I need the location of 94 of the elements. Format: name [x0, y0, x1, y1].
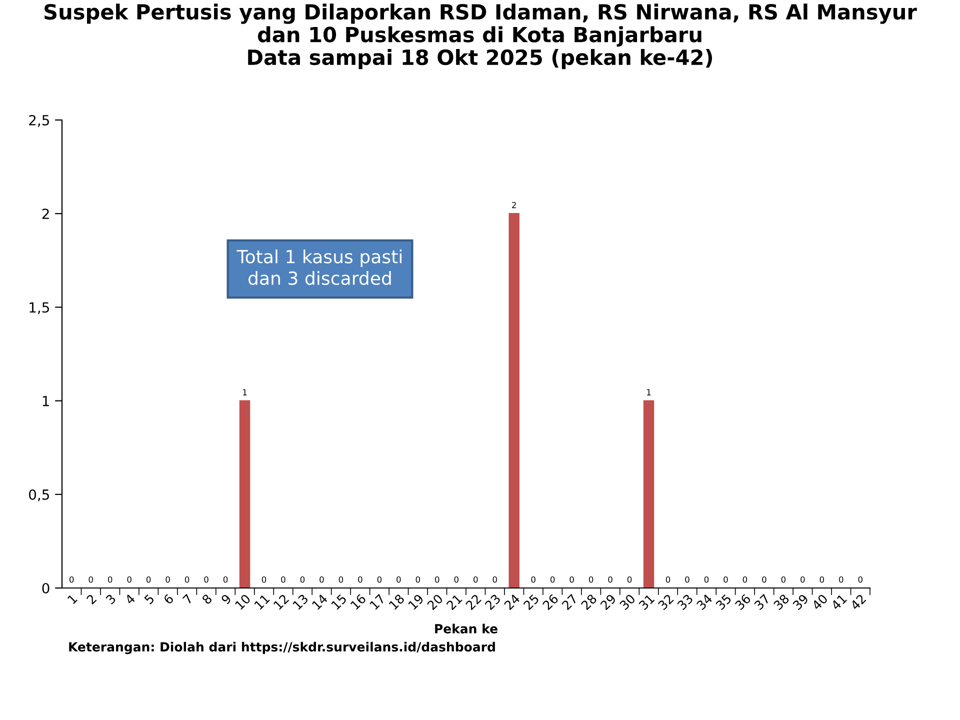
x-tick-label: 9 — [220, 594, 232, 605]
x-tick-label: 17 — [369, 594, 386, 610]
data-label: 1 — [243, 389, 247, 396]
data-label: 0 — [300, 576, 305, 583]
y-tick-label: 2 — [42, 208, 49, 219]
y-tick-label: 0 — [42, 582, 50, 594]
x-tick-label: 27 — [561, 594, 578, 610]
data-label: 0 — [474, 576, 478, 583]
data-label: 0 — [166, 576, 170, 583]
data-label: 0 — [454, 576, 458, 583]
x-tick-label: 32 — [658, 594, 674, 610]
data-label: 0 — [127, 576, 132, 583]
x-tick-label: 23 — [484, 594, 501, 610]
x-tick-label: 10 — [234, 594, 252, 610]
data-label: 0 — [88, 576, 93, 583]
text: Keterangan: Diolah dari https://skdr.surveilans.id/dashboard — [69, 642, 495, 654]
data-label: 0 — [70, 576, 74, 583]
data-label: 0 — [781, 576, 786, 583]
x-tick-label: 39 — [792, 594, 809, 610]
x-tick-label: 25 — [522, 594, 540, 610]
data-label: 0 — [492, 576, 497, 583]
x-tick-label: 3 — [105, 594, 116, 605]
x-tick-label: 42 — [850, 594, 866, 610]
data-label: 0 — [704, 576, 709, 583]
x-tick-label: 6 — [162, 594, 174, 605]
data-label: 0 — [800, 576, 805, 583]
x-tick-label: 22 — [465, 594, 482, 610]
data-label: 0 — [435, 576, 440, 583]
data-label: 0 — [685, 576, 690, 583]
data-label: 0 — [588, 576, 594, 583]
x-tick-label: 26 — [542, 594, 559, 610]
x-tick-label: 28 — [580, 594, 598, 610]
y-tick-label: 0,5 — [29, 489, 49, 502]
x-tick-label: 11 — [254, 594, 270, 610]
x-tick-label: 20 — [426, 594, 444, 610]
data-label: 0 — [338, 576, 344, 583]
x-tick-label: 30 — [619, 594, 636, 610]
data-label: 1 — [647, 389, 651, 396]
x-tick-label: 16 — [350, 594, 366, 610]
data-label: 0 — [358, 576, 362, 583]
x-tick-label: 24 — [504, 594, 520, 610]
x-tick-label: 36 — [734, 594, 752, 610]
x-tick-label: 29 — [600, 594, 617, 610]
chart-title: Suspek Pertusis yang Dilaporkan RSD Idaman, RS Nirwana, RS Al Mansyur dan 10 Puskesmas di Kota Banjarbaru Data sampai 18 Okt 2025 (pekan ke-42) — [44, 4, 917, 70]
y-tick-label: 2,5 — [29, 114, 49, 127]
x-tick-label: 40 — [811, 594, 828, 611]
data-label: 0 — [820, 576, 824, 583]
x-tick-label: 14 — [312, 594, 328, 610]
x-tick-label: 37 — [754, 594, 770, 610]
x-tick-label: 19 — [408, 594, 424, 610]
x-tick-label: 12 — [273, 594, 290, 610]
x-tick-label: 8 — [201, 594, 213, 605]
x-tick-label: 38 — [773, 594, 790, 610]
data-label: 0 — [262, 576, 266, 583]
x-tick-label: 35 — [715, 594, 732, 610]
data-label: 0 — [550, 576, 555, 583]
data-label: 0 — [608, 576, 612, 583]
data-label: 2 — [512, 202, 516, 208]
data-label: 0 — [108, 576, 112, 583]
data-label: 0 — [724, 576, 728, 583]
x-axis-title: Pekan ke — [435, 624, 498, 634]
data-label: 0 — [531, 576, 536, 583]
x-tick-label: 13 — [292, 594, 309, 610]
data-label: 0 — [742, 576, 748, 583]
x-tick-label: 5 — [144, 594, 155, 605]
data-label: 0 — [627, 576, 632, 583]
x-tick-label: 1 — [67, 594, 78, 604]
data-label: 0 — [839, 576, 844, 583]
y-tick-label: 1 — [42, 396, 49, 406]
data-label: 0 — [666, 576, 670, 583]
data-label: 0 — [396, 576, 401, 583]
x-tick-label: 34 — [696, 594, 713, 610]
x-tick-label: 18 — [388, 594, 405, 610]
data-label: 0 — [281, 576, 286, 583]
x-tick-label: 33 — [676, 594, 694, 610]
data-label: 0 — [320, 576, 324, 583]
x-tick-label: 15 — [330, 594, 348, 610]
data-label: 0 — [146, 576, 151, 583]
annotation: Total 1 kasus pasti dan 3 discarded — [236, 249, 402, 286]
x-tick-label: 21 — [446, 594, 462, 610]
x-tick-label: 31 — [638, 594, 655, 610]
data-label: 0 — [416, 576, 420, 583]
data-label: 0 — [184, 576, 190, 583]
data-label: 0 — [858, 576, 862, 583]
data-label: 0 — [377, 576, 382, 583]
x-tick-label: 4 — [124, 594, 136, 605]
x-tick-label: 41 — [830, 594, 848, 610]
x-tick-label: 7 — [182, 594, 194, 604]
data-label: 0 — [570, 576, 574, 583]
y-tick-label: 1,5 — [30, 302, 49, 314]
data-label: 0 — [223, 576, 228, 583]
data-label: 0 — [762, 576, 766, 583]
x-tick-label: 2 — [86, 594, 97, 605]
data-label: 0 — [204, 576, 208, 583]
